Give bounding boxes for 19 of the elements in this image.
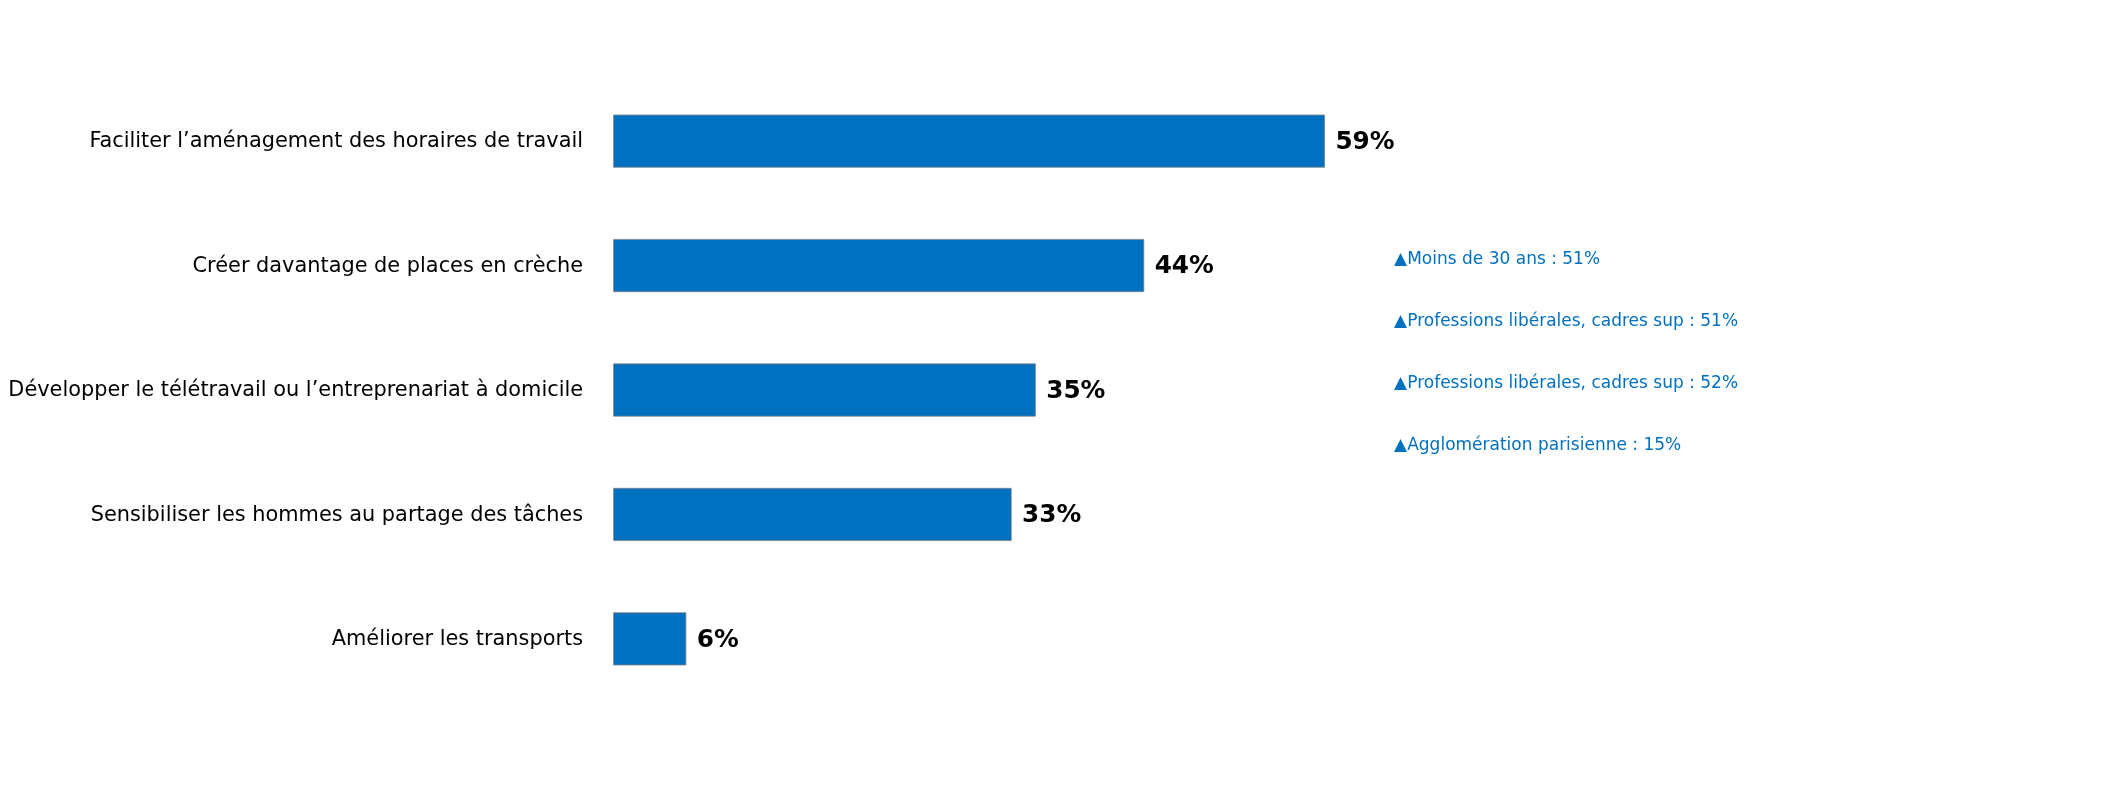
data-label: 6% [696,623,739,653]
y-tick-label: Créer davantage de places en crèche [192,252,584,277]
y-tick-label: Développer le télétravail ou l’entreprenariat à domicile [8,377,584,402]
bar [613,239,1145,293]
data-label: 59% [1335,125,1395,155]
data-label: 44% [1154,250,1214,280]
text: ▲Moins de 30 ans : 51% [1394,248,1601,269]
y-tick-label: Améliorer les transports [331,626,584,651]
bar [613,487,1012,541]
bar [613,114,1325,168]
bar [613,612,687,666]
text: ▲Agglomération parisienne : 15% [1394,433,1682,454]
bar [613,363,1036,417]
text: ▲Professions libérales, cadres sup : 51% [1394,309,1739,330]
data-label: 33% [1022,499,1082,529]
data-label: 35% [1046,374,1106,404]
y-tick-label: Faciliter l’aménagement des horaires de travail [89,128,584,153]
text: ▲Professions libérales, cadres sup : 52% [1394,371,1739,392]
y-tick-label: Sensibiliser les hommes au partage des tâches [90,501,584,526]
